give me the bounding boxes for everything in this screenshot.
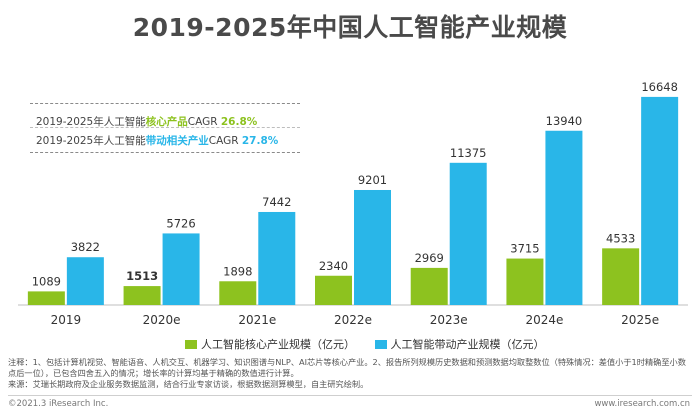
x-tick-label-2023e: 2023e — [430, 313, 468, 327]
cagr-driven-line: 2019-2025年人工智能带动相关产业CAGR 27.8% — [36, 133, 278, 148]
data-label-core-2019: 1089 — [32, 274, 61, 288]
data-label-driven-2024e: 13940 — [546, 114, 583, 128]
bar-core-2019 — [27, 291, 65, 305]
data-label-driven-2025e: 16648 — [641, 80, 678, 94]
cagr-core-highlight: 核心产品 — [145, 116, 188, 128]
data-label-core-2024e: 3715 — [510, 242, 539, 256]
notes-line-2: 来源：艾瑞长期政府及企业服务数据监测，结合行业专家访谈，根据数据测算模型，自主研… — [8, 379, 369, 389]
data-label-driven-2020e: 5726 — [166, 216, 195, 230]
notes: 注释：1、包括计算机视觉、智能语音、人机交互、机器学习、知识图谱与NLP、AI芯… — [8, 357, 694, 390]
bar-driven-2019 — [66, 257, 104, 305]
bar-core-2024e — [506, 258, 544, 305]
x-tick-label-2024e: 2024e — [525, 313, 563, 327]
footer-website: www.iresearch.com.cn — [594, 399, 690, 409]
legend-swatch-driven — [374, 340, 387, 349]
x-tick-label-2022e: 2022e — [334, 313, 372, 327]
data-label-driven-2019: 3822 — [71, 240, 100, 254]
data-label-core-2021e: 1898 — [223, 264, 252, 278]
bar-driven-2022e — [354, 189, 391, 305]
x-tick-label-2020e: 2020e — [143, 313, 181, 327]
bar-core-2020e — [123, 286, 161, 305]
data-label-driven-2023e: 11375 — [450, 146, 487, 160]
bar-driven-2023e — [449, 162, 487, 305]
bar-driven-2021e — [258, 211, 296, 305]
x-tick-label-2019: 2019 — [51, 313, 82, 327]
cagr-driven-highlight: 带动相关产业 — [145, 135, 209, 147]
cagr-core-prefix: 2019-2025年人工智能 — [36, 116, 146, 128]
bar-core-2021e — [219, 281, 257, 305]
cagr-core-value: 26.8% — [220, 116, 258, 128]
legend-swatch-core — [185, 340, 197, 349]
cagr-driven-suffix: CAGR — [208, 135, 239, 147]
legend-item-driven: 人工智能带动产业规模（亿元） — [374, 336, 545, 352]
cagr-core-suffix: CAGR — [187, 116, 218, 128]
notes-line-1: 注释：1、包括计算机视觉、智能语音、人机交互、机器学习、知识图谱与NLP、AI芯… — [8, 357, 686, 378]
legend-label-core: 人工智能核心产业规模（亿元） — [201, 338, 355, 351]
x-tick-label-2021e: 2021e — [238, 313, 276, 327]
data-label-core-2020e: 1513 — [126, 269, 158, 283]
data-label-driven-2021e: 7442 — [262, 195, 291, 209]
cagr-driven-value: 27.8% — [241, 135, 279, 147]
legend-label-driven: 人工智能带动产业规模（亿元） — [390, 338, 545, 351]
cagr-divider — [30, 127, 300, 128]
chart-title: 2019-2025年中国人工智能产业规模 — [132, 13, 568, 42]
footer-divider — [8, 395, 692, 396]
bar-core-2023e — [410, 267, 448, 305]
bar-driven-2024e — [545, 130, 583, 305]
data-label-core-2025e: 4533 — [606, 231, 635, 245]
data-label-core-2023e: 2969 — [415, 251, 444, 265]
data-label-driven-2022e: 9201 — [358, 173, 387, 187]
cagr-driven-prefix: 2019-2025年人工智能 — [36, 135, 146, 147]
cagr-box: 2019-2025年人工智能核心产品CAGR 26.8% 2019-2025年人… — [30, 103, 300, 153]
data-label-core-2022e: 2340 — [319, 259, 348, 273]
bar-core-2022e — [315, 275, 352, 305]
bar-driven-2020e — [162, 233, 200, 305]
legend: 人工智能核心产业规模（亿元） 人工智能带动产业规模（亿元） — [185, 336, 561, 352]
x-tick-label-2025e: 2025e — [621, 313, 659, 327]
cagr-core-line: 2019-2025年人工智能核心产品CAGR 26.8% — [36, 114, 257, 129]
bar-driven-2025e — [641, 96, 679, 306]
bar-core-2025e — [602, 248, 640, 305]
legend-item-core: 人工智能核心产业规模（亿元） — [185, 336, 355, 352]
footer-copyright: ©2021.3 iResearch Inc. — [8, 399, 109, 409]
